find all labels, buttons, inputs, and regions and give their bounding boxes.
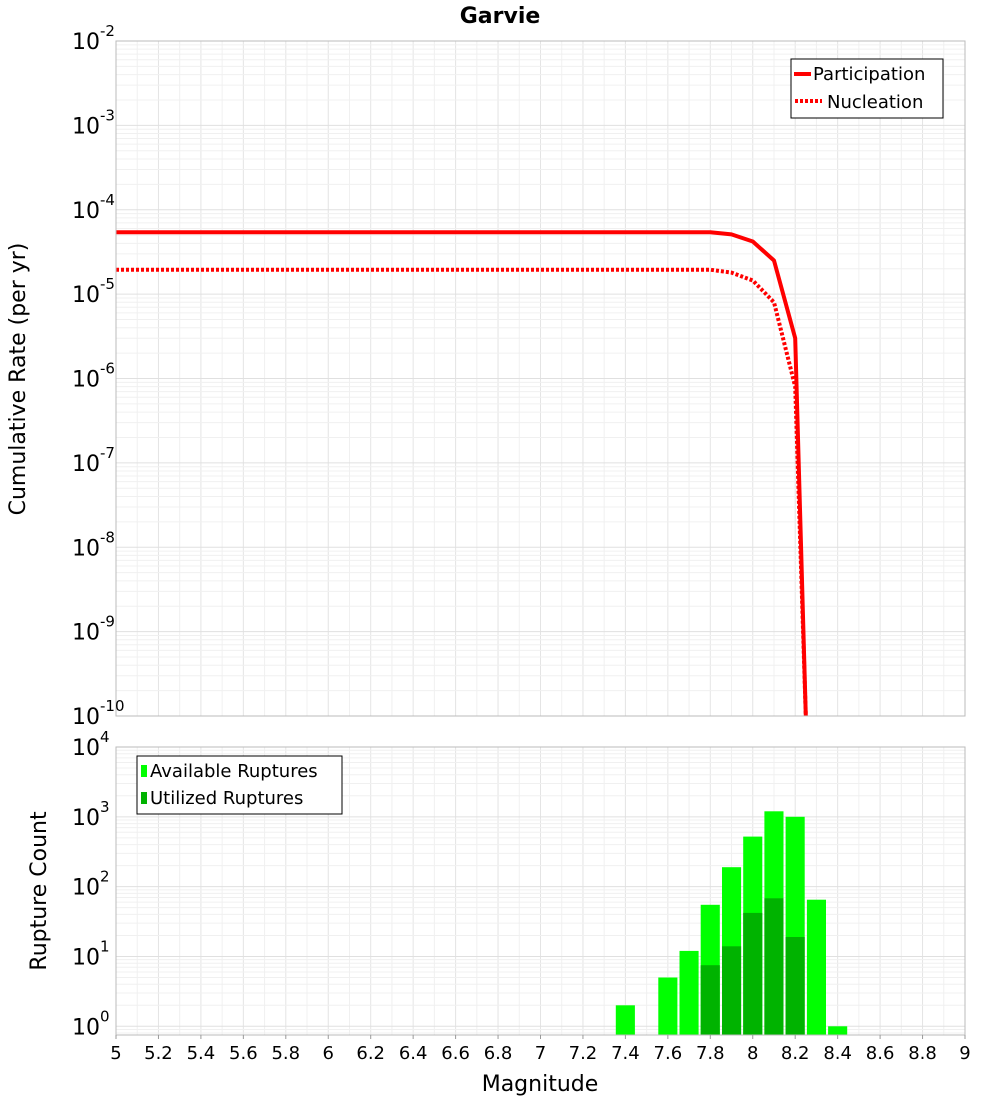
count-y-axis-label: Rupture Count: [27, 811, 52, 971]
count-y-tick-label: 104: [72, 728, 110, 761]
x-tick-label: 8.8: [908, 1043, 937, 1064]
count-legend-box: [136, 755, 343, 815]
bar-utilized-ruptures: [722, 946, 742, 1035]
x-tick-label: 8.4: [823, 1043, 852, 1064]
series-line-participation: [116, 230, 808, 717]
rate-plot-lines: [116, 230, 808, 717]
rate-legend: Participation Nucleation: [790, 58, 944, 119]
x-tick-label: 7.2: [569, 1043, 598, 1064]
rate-y-tick-label: 10-8: [72, 528, 115, 561]
legend-utilized-label: Utilized Ruptures: [150, 788, 303, 809]
rate-legend-box: [790, 58, 944, 119]
count-y-tick-label: 101: [72, 937, 110, 970]
bar-available-ruptures: [615, 1005, 635, 1035]
count-y-tick-label: 103: [72, 798, 110, 831]
series-line-nucleation: [116, 267, 808, 717]
rate-y-tick-labels: 10-2 10-3 10-4 10-5 10-6 10-7 10-8 10-9 10-10: [72, 22, 125, 730]
bar-available-ruptures: [658, 977, 678, 1035]
bar-utilized-ruptures: [700, 965, 720, 1035]
x-tick-label: 6.2: [356, 1043, 385, 1064]
rate-y-tick-label: 10-6: [72, 360, 115, 393]
x-tick-label: 8: [747, 1043, 758, 1064]
count-y-tick-label: 102: [72, 868, 110, 901]
bar-available-ruptures: [679, 950, 699, 1035]
bar-available-ruptures: [806, 899, 826, 1035]
legend-nucleation-label: Nucleation: [827, 92, 923, 113]
count-y-tick-label: 100: [72, 1007, 110, 1040]
rate-y-tick-label: 10-5: [72, 275, 115, 308]
chart-title: Garvie: [460, 4, 541, 29]
x-tick-label: 6.4: [399, 1043, 428, 1064]
rate-plot-grid: [115, 40, 966, 717]
bar-available-ruptures: [828, 1026, 848, 1035]
rate-y-axis-label: Cumulative Rate (per yr): [6, 243, 31, 516]
x-axis-label: Magnitude: [482, 1072, 599, 1097]
rate-y-tick-label: 10-7: [72, 444, 115, 477]
x-tick-label: 8.6: [866, 1043, 895, 1064]
count-legend: Available Ruptures Utilized Ruptures: [136, 755, 343, 815]
x-tick-label: 7.4: [611, 1043, 640, 1064]
legend-participation-label: Participation: [813, 64, 925, 85]
count-y-tick-labels: 104 103 102 101 100: [72, 728, 110, 1040]
bar-utilized-ruptures: [764, 898, 784, 1035]
rate-y-tick-label: 10-10: [72, 697, 125, 730]
x-tick-label: 5.2: [144, 1043, 173, 1064]
rate-y-tick-label: 10-9: [72, 613, 115, 646]
x-tick-label: 9: [959, 1043, 970, 1064]
rate-y-tick-label: 10-3: [72, 106, 115, 139]
bar-utilized-ruptures: [785, 937, 805, 1035]
x-tick-label: 5: [110, 1043, 121, 1064]
x-tick-label: 5.6: [229, 1043, 258, 1064]
x-tick-label: 7.8: [696, 1043, 725, 1064]
rate-y-tick-label: 10-2: [72, 22, 115, 55]
x-tick-label: 7.6: [654, 1043, 683, 1064]
count-plot: 104 103 102 101 100 5 5.2 5.4 5.6 5.8 6 6.2 6.4 6.6 6…: [27, 728, 971, 1097]
count-plot-bars: [615, 811, 848, 1035]
rate-plot: 10-2 10-3 10-4 10-5 10-6 10-7 10-8 10-9 10-10 Cu…: [6, 22, 966, 730]
x-tick-label: 6.8: [484, 1043, 513, 1064]
x-tick-label: 7: [535, 1043, 546, 1064]
bar-utilized-ruptures: [743, 912, 763, 1035]
rate-plot-frame: [115, 40, 966, 717]
legend-utilized-swatch: [141, 792, 147, 804]
rate-y-tick-label: 10-4: [72, 191, 115, 224]
x-tick-label: 5.4: [187, 1043, 216, 1064]
x-tick-label: 6.6: [441, 1043, 470, 1064]
x-tick-labels: 5 5.2 5.4 5.6 5.8 6 6.2 6.4 6.6 6.8 7 7.2 7.4 7.6 7.8 8…: [110, 1035, 971, 1064]
legend-available-label: Available Ruptures: [150, 761, 318, 782]
x-tick-label: 5.8: [271, 1043, 300, 1064]
x-tick-label: 8.2: [781, 1043, 810, 1064]
x-tick-label: 6: [323, 1043, 334, 1064]
legend-available-swatch: [141, 765, 147, 777]
